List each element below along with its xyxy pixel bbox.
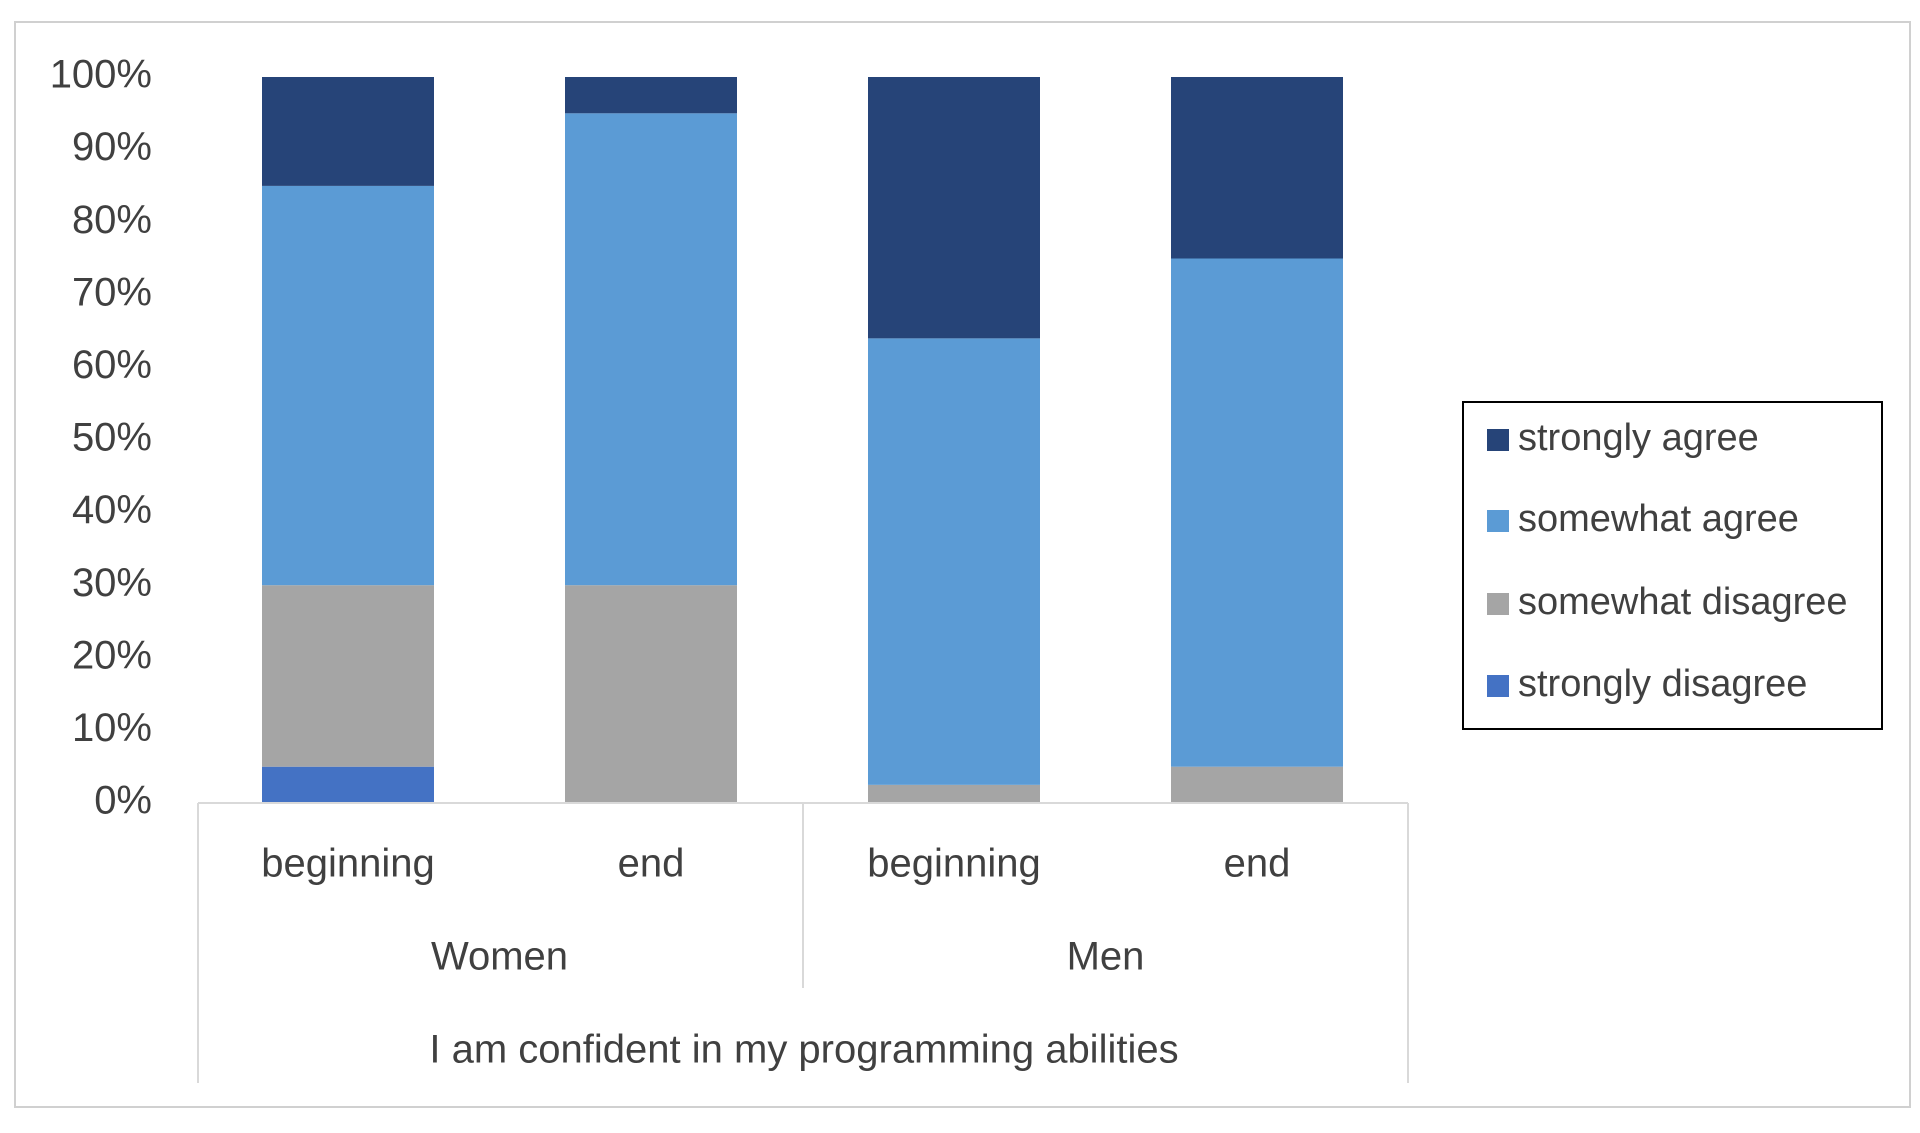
legend-item: strongly disagree xyxy=(1487,663,1807,705)
y-tick-label: 80% xyxy=(72,198,152,242)
category-labels: beginning end beginning end xyxy=(261,842,1290,886)
x-group-label: Women xyxy=(431,935,568,979)
y-tick-label: 20% xyxy=(72,633,152,677)
group-labels: Women Men xyxy=(431,935,1144,979)
y-tick-label: 10% xyxy=(72,706,152,750)
legend-swatch xyxy=(1487,675,1509,697)
x-category-label: beginning xyxy=(867,842,1041,886)
bar-segment-strongly-agree xyxy=(262,77,434,186)
y-axis: 0% 10% 20% 30% 40% 50% 60% 70% 80% 90% 100% xyxy=(50,53,152,823)
legend-swatch xyxy=(1487,510,1509,532)
legend-item: somewhat disagree xyxy=(1487,581,1848,623)
y-tick-label: 40% xyxy=(72,488,152,532)
x-category-label: end xyxy=(618,842,685,886)
y-tick-label: 50% xyxy=(72,416,152,460)
bar-segment-strongly-agree xyxy=(565,77,737,114)
y-tick-label: 70% xyxy=(72,270,152,314)
bar-segment-somewhat-agree xyxy=(262,185,434,586)
x-axis-title: I am confident in my programming abiliti… xyxy=(429,1028,1178,1072)
x-category-label: end xyxy=(1224,842,1291,886)
bars xyxy=(262,77,1343,803)
y-tick-label: 30% xyxy=(72,561,152,605)
bar-segment-strongly-agree xyxy=(868,77,1040,339)
legend-label: strongly disagree xyxy=(1518,663,1807,705)
y-tick-label: 100% xyxy=(50,53,152,97)
y-tick-label: 0% xyxy=(94,779,152,823)
x-group-label: Men xyxy=(1067,935,1145,979)
bar-segment-somewhat-agree xyxy=(868,338,1040,785)
bar-segment-somewhat-disagree xyxy=(262,585,434,767)
bar-segment-somewhat-agree xyxy=(565,113,737,586)
legend-box xyxy=(1462,401,1883,730)
legend-item: strongly agree xyxy=(1487,417,1759,459)
legend-label: strongly agree xyxy=(1518,417,1759,459)
legend-label: somewhat disagree xyxy=(1518,581,1848,623)
bar-segment-somewhat-disagree xyxy=(868,784,1040,803)
legend-item: somewhat agree xyxy=(1487,498,1799,540)
bar-segment-somewhat-agree xyxy=(1171,258,1343,767)
y-tick-label: 60% xyxy=(72,343,152,387)
x-category-label: beginning xyxy=(261,842,435,886)
legend-label: somewhat agree xyxy=(1518,498,1799,540)
legend-swatch xyxy=(1487,429,1509,451)
legend: strongly agree somewhat agree somewhat dis… xyxy=(1462,401,1883,730)
bar-segment-strongly-agree xyxy=(1171,77,1343,259)
legend-swatch xyxy=(1487,593,1509,615)
y-tick-label: 90% xyxy=(72,125,152,169)
bar-segment-somewhat-disagree xyxy=(1171,766,1343,803)
x-axis: beginning end beginning end Women Men I am c… xyxy=(197,802,1409,1083)
bar-segment-somewhat-disagree xyxy=(565,585,737,803)
bar-segment-strongly-disagree xyxy=(262,766,434,803)
